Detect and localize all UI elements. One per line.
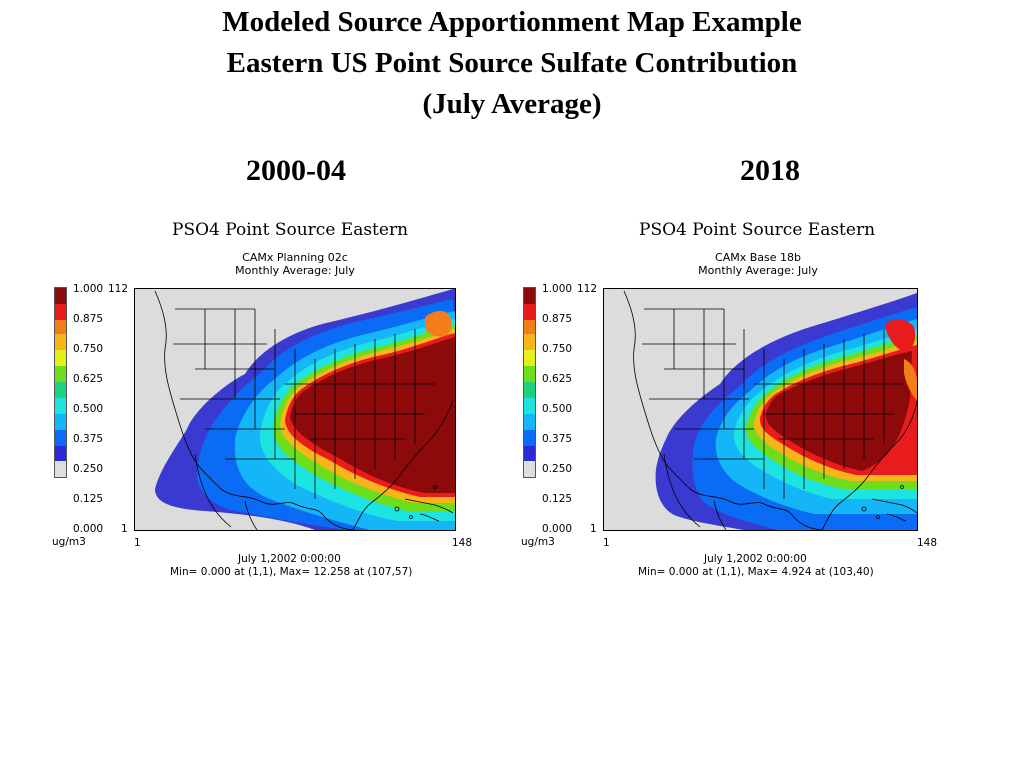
- legend-label: 0.000: [73, 523, 104, 535]
- legend-label: 0.750: [542, 343, 573, 355]
- legend-label: 0.125: [73, 493, 104, 505]
- map-min-max: Min= 0.000 at (1,1), Max= 4.924 at (103,…: [638, 566, 874, 578]
- panel-year-label: 2000-04: [246, 154, 346, 187]
- legend-label: 0.375: [73, 433, 104, 445]
- legend-label: 1.000: [542, 283, 573, 295]
- page-title-line-1: Modeled Source Apportionment Map Example: [222, 6, 802, 38]
- y-axis-top-label: 112: [108, 283, 129, 295]
- y-axis-bottom-label: 1: [121, 523, 128, 535]
- legend-units: ug/m3: [521, 536, 555, 548]
- page-title-line-2: Eastern US Point Source Sulfate Contribu…: [226, 47, 798, 79]
- legend-label: 0.375: [542, 433, 573, 445]
- plot-subtitle-2: Monthly Average: July: [235, 264, 355, 277]
- legend-label: 1.000: [73, 283, 104, 295]
- map-timestamp: July 1,2002 0:00:00: [238, 553, 341, 565]
- sulfate-map-2018: [603, 288, 918, 531]
- x-axis-right-label: 148: [452, 537, 473, 549]
- x-axis-left-label: 1: [603, 537, 610, 549]
- legend-label: 0.875: [542, 313, 573, 325]
- plot-subtitle-2: Monthly Average: July: [698, 264, 818, 277]
- plot-title: PSO4 Point Source Eastern: [172, 220, 409, 240]
- plot-subtitle-1: CAMx Base 18b: [715, 251, 801, 264]
- legend-units: ug/m3: [52, 536, 86, 548]
- legend-label: 0.875: [73, 313, 104, 325]
- page-title-line-3: (July Average): [422, 88, 602, 120]
- y-axis-bottom-label: 1: [590, 523, 597, 535]
- color-legend-bar: [523, 287, 536, 478]
- y-axis-top-label: 112: [577, 283, 598, 295]
- plot-subtitle-1: CAMx Planning 02c: [242, 251, 348, 264]
- legend-label: 0.500: [542, 403, 573, 415]
- map-min-max: Min= 0.000 at (1,1), Max= 12.258 at (107…: [170, 566, 413, 578]
- color-legend-bar: [54, 287, 67, 478]
- panel-year-label: 2018: [740, 154, 800, 187]
- legend-label: 0.250: [542, 463, 573, 475]
- legend-label: 0.250: [73, 463, 104, 475]
- x-axis-left-label: 1: [134, 537, 141, 549]
- legend-label: 0.625: [542, 373, 573, 385]
- legend-label: 0.625: [73, 373, 104, 385]
- plot-title: PSO4 Point Source Eastern: [639, 220, 876, 240]
- legend-label: 0.500: [73, 403, 104, 415]
- legend-label: 0.750: [73, 343, 104, 355]
- legend-label: 0.125: [542, 493, 573, 505]
- x-axis-right-label: 148: [917, 537, 938, 549]
- map-timestamp: July 1,2002 0:00:00: [704, 553, 807, 565]
- sulfate-map-2000-04: [134, 288, 456, 531]
- legend-label: 0.000: [542, 523, 573, 535]
